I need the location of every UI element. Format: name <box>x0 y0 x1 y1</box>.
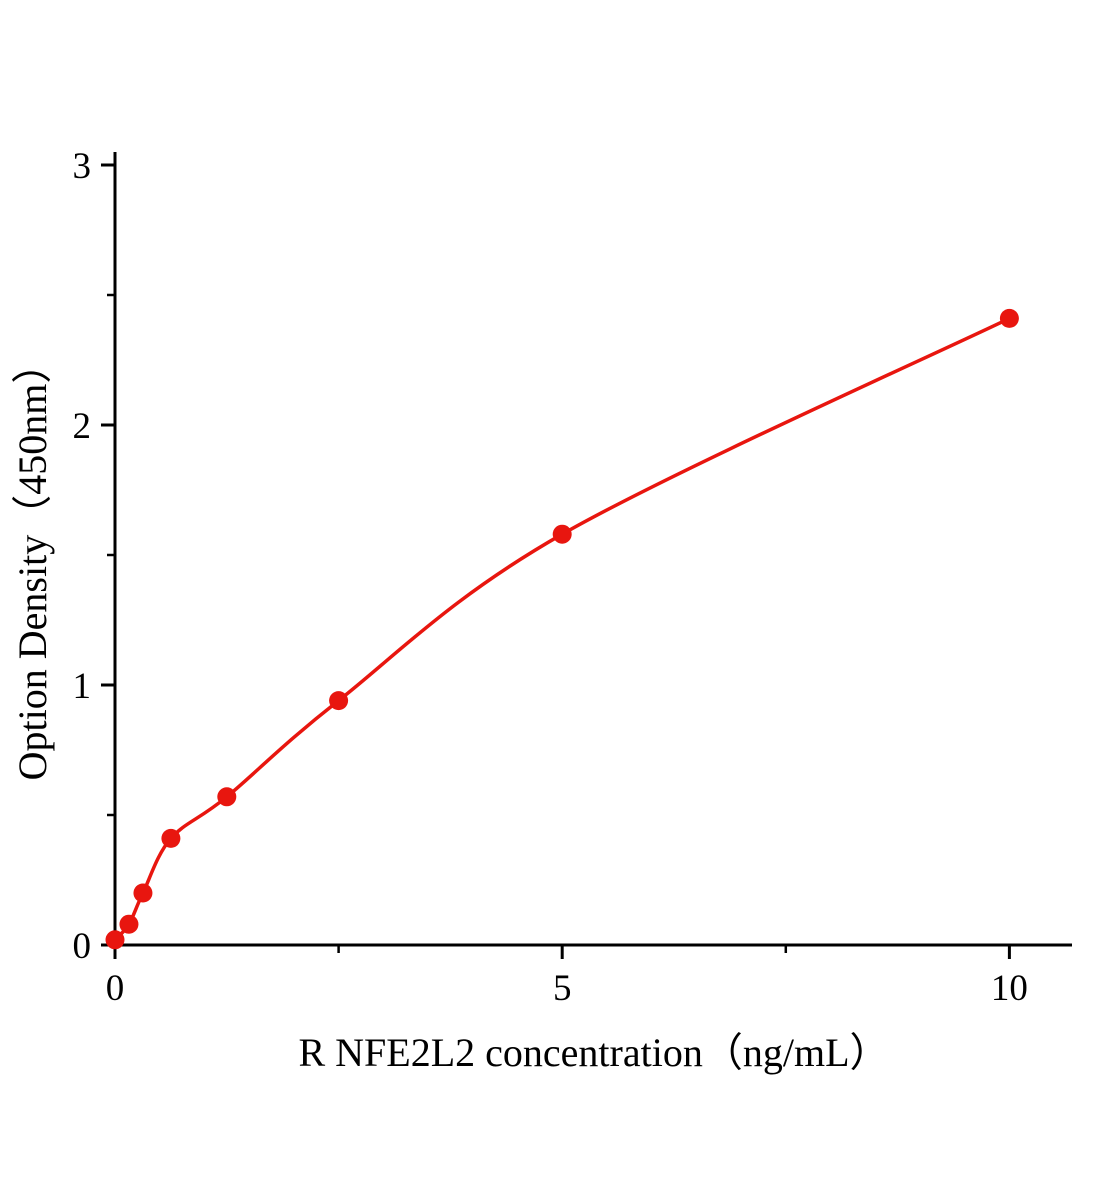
data-point <box>105 930 125 950</box>
data-point <box>161 828 181 848</box>
y-tick-label: 0 <box>73 926 92 967</box>
x-tick-label: 5 <box>553 968 572 1009</box>
standard-curve-line <box>113 316 1012 942</box>
data-point <box>999 308 1019 328</box>
data-point <box>329 691 349 711</box>
data-point <box>133 883 153 903</box>
y-tick-label: 2 <box>73 406 92 447</box>
y-tick-label: 1 <box>73 666 92 707</box>
x-axis-title: R NFE2L2 concentration（ng/mL） <box>298 1030 889 1075</box>
data-point <box>119 914 139 934</box>
x-tick-label: 0 <box>106 968 125 1009</box>
data-point <box>552 524 572 544</box>
y-axis-title: Option Density（450nm） <box>10 344 55 781</box>
plot-area: 0 5 10 0 1 2 3 <box>73 146 1072 1009</box>
x-tick-label: 10 <box>991 968 1028 1009</box>
y-tick-label: 3 <box>73 146 92 187</box>
data-point <box>217 787 237 807</box>
